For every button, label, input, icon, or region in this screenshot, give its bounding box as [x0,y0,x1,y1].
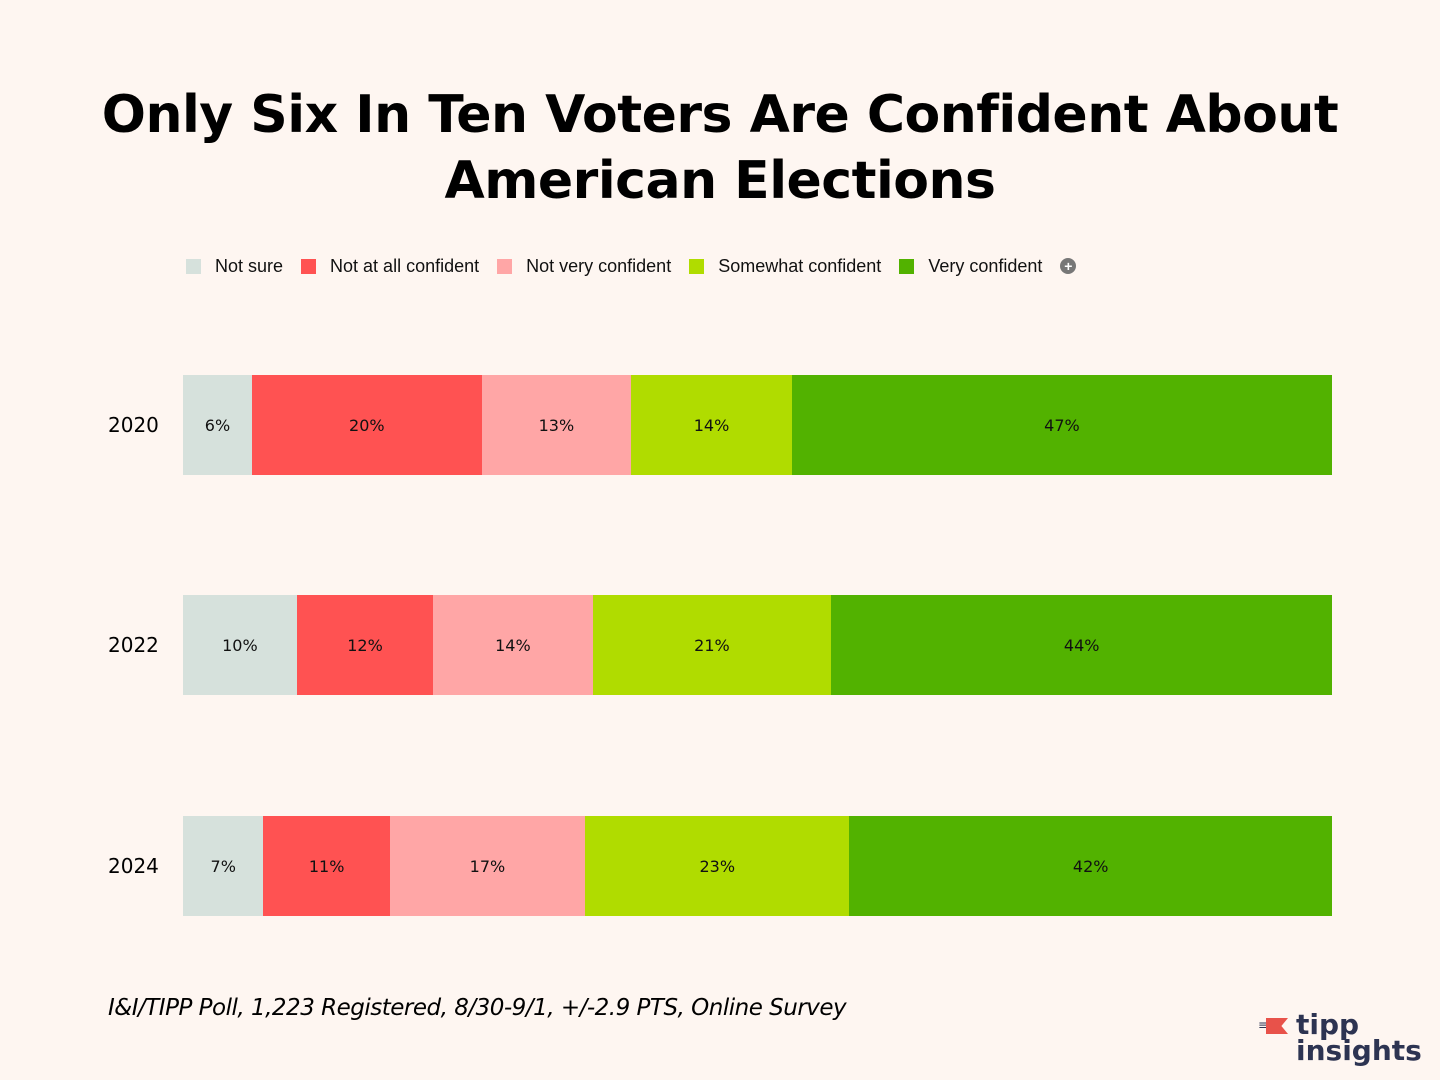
bar-segment[interactable]: 44% [831,595,1332,695]
bar-row: 10% 12% 14% 21% 44% [183,595,1332,695]
data-label: 11% [308,856,345,876]
bar-row: 6% 20% 13% 14% 47% [183,375,1332,475]
logo-flag-icon [1266,1018,1288,1034]
legend-swatch [301,258,317,274]
bar-segment[interactable]: 20% [251,375,482,475]
chart-title-line-2: American Elections [444,151,996,211]
bar-segment[interactable]: 7% [183,816,264,916]
plus-circle-icon[interactable]: + [1060,258,1077,274]
category-label: 2020 [108,413,159,437]
legend-label: Not at all confident [330,255,480,276]
logo-rays-icon: ≡ [1258,1018,1269,1032]
data-label: 20% [349,415,385,435]
data-label: 14% [693,415,730,435]
legend-item[interactable]: Not at all confident [301,256,479,277]
legend-item[interactable]: Not sure [186,256,283,277]
chart-title: Only Six In Ten Voters Are Confident Abo… [0,82,1440,214]
category-label: 2022 [108,633,159,657]
data-label: 23% [699,856,736,876]
bar-segment[interactable]: 14% [433,595,593,695]
category-label: 2024 [108,854,159,878]
data-label: 12% [347,635,383,655]
data-label: 7% [210,856,236,876]
data-label: 10% [222,635,258,655]
tipp-insights-logo: ≡ tipp insights [1258,1008,1422,1068]
data-label: 13% [538,415,575,435]
logo-text-insights: insights [1296,1034,1422,1067]
legend-item[interactable]: Not very confident [497,256,671,277]
bar-segment[interactable]: 10% [183,595,297,695]
legend-swatch [186,258,201,274]
bar-segment[interactable]: 47% [791,375,1332,475]
legend-label: Very confident [928,255,1043,276]
data-label: 17% [469,856,506,876]
legend-item[interactable]: Very confident [899,256,1042,277]
bar-segment[interactable]: 11% [263,816,390,916]
source-note: I&I/TIPP Poll, 1,223 Registered, 8/30-9/… [108,995,847,1021]
legend-swatch [899,258,915,274]
legend-swatch [497,258,513,274]
bar-segment[interactable]: 14% [631,375,792,475]
data-label: 21% [694,635,730,655]
legend-swatch [689,258,705,274]
bar-segment[interactable]: 42% [849,816,1332,916]
data-label: 44% [1063,635,1100,655]
logo-text-tipp: tipp [1296,1008,1360,1041]
bar-segment[interactable]: 21% [592,595,832,695]
data-label: 14% [495,635,531,655]
legend-label: Not sure [215,255,284,276]
data-label: 47% [1044,415,1080,435]
legend-label: Somewhat confident [718,255,882,276]
data-label: 6% [204,415,231,435]
bar-row: 7% 11% 17% 23% 42% [183,816,1332,916]
legend: Not sure Not at all confident Not very con… [186,254,1077,278]
legend-label: Not very confident [526,255,672,276]
data-label: 42% [1072,856,1109,876]
bar-segment[interactable]: 6% [183,375,252,475]
bar-segment[interactable]: 23% [585,816,850,916]
bar-segment[interactable]: 12% [296,595,434,695]
legend-item[interactable]: Somewhat confident [689,256,881,277]
bar-segment[interactable]: 13% [481,375,632,475]
bar-segment[interactable]: 17% [389,816,586,916]
chart-title-line-1: Only Six In Ten Voters Are Confident Abo… [101,85,1339,145]
